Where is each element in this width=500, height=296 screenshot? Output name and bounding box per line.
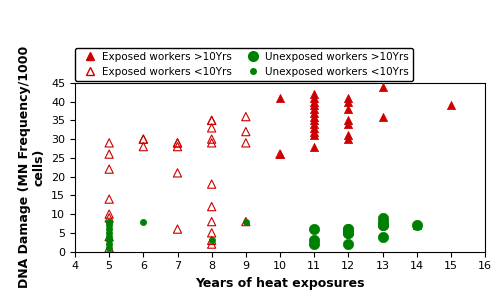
Point <box>378 219 386 224</box>
Point <box>105 223 113 228</box>
Point <box>174 141 182 145</box>
Point <box>412 223 420 228</box>
Point <box>208 118 216 123</box>
Point <box>310 92 318 96</box>
Point <box>242 219 250 224</box>
Point <box>105 245 113 250</box>
Point <box>140 219 147 224</box>
Point <box>242 219 250 224</box>
Point <box>344 242 352 247</box>
Point <box>344 231 352 235</box>
Point <box>310 103 318 108</box>
Point <box>174 170 182 175</box>
Point <box>105 219 113 224</box>
Y-axis label: DNA Damage (MN Frequency/1000
cells): DNA Damage (MN Frequency/1000 cells) <box>18 46 46 288</box>
Point <box>344 96 352 100</box>
Point <box>140 137 147 141</box>
Point <box>276 152 284 157</box>
Point <box>208 182 216 186</box>
Point <box>344 133 352 138</box>
Point <box>310 99 318 104</box>
Point <box>208 238 216 243</box>
Legend: Exposed workers >10Yrs, Exposed workers <10Yrs, Unexposed workers >10Yrs, Unexpo: Exposed workers >10Yrs, Exposed workers … <box>75 48 413 81</box>
Point <box>378 84 386 89</box>
Point <box>447 103 455 108</box>
Point <box>310 133 318 138</box>
Point <box>344 122 352 126</box>
Point <box>105 197 113 202</box>
Point <box>344 107 352 112</box>
Point <box>208 231 216 235</box>
Point <box>174 144 182 149</box>
Point <box>208 238 216 243</box>
Point <box>412 223 420 228</box>
Point <box>276 96 284 100</box>
Point <box>344 231 352 235</box>
Point <box>208 141 216 145</box>
Point <box>378 234 386 239</box>
Point <box>378 215 386 220</box>
Point <box>105 212 113 216</box>
X-axis label: Years of heat exposures: Years of heat exposures <box>195 277 365 290</box>
Point <box>310 110 318 115</box>
Point <box>310 227 318 231</box>
Point <box>310 118 318 123</box>
Point <box>105 152 113 157</box>
Point <box>310 238 318 243</box>
Point <box>310 114 318 119</box>
Point <box>310 107 318 112</box>
Point <box>310 126 318 130</box>
Point <box>344 118 352 123</box>
Point <box>378 223 386 228</box>
Point <box>105 245 113 250</box>
Point <box>242 129 250 134</box>
Point <box>208 242 216 247</box>
Point <box>105 167 113 171</box>
Point <box>242 141 250 145</box>
Point <box>344 99 352 104</box>
Point <box>174 227 182 231</box>
Point <box>140 144 147 149</box>
Point <box>140 137 147 141</box>
Point <box>344 137 352 141</box>
Point <box>105 227 113 231</box>
Point <box>310 242 318 247</box>
Point <box>208 137 216 141</box>
Point <box>344 227 352 231</box>
Point <box>310 96 318 100</box>
Point <box>105 234 113 239</box>
Point <box>105 238 113 243</box>
Point <box>105 141 113 145</box>
Point <box>105 231 113 235</box>
Point <box>242 114 250 119</box>
Point <box>208 118 216 123</box>
Point <box>310 129 318 134</box>
Point <box>378 223 386 228</box>
Point <box>174 141 182 145</box>
Point <box>105 219 113 224</box>
Point <box>310 122 318 126</box>
Point <box>105 242 113 247</box>
Point <box>378 114 386 119</box>
Point <box>208 219 216 224</box>
Point <box>208 204 216 209</box>
Point <box>105 215 113 220</box>
Point <box>276 152 284 157</box>
Point <box>105 234 113 239</box>
Point <box>344 227 352 231</box>
Point <box>208 126 216 130</box>
Point <box>310 144 318 149</box>
